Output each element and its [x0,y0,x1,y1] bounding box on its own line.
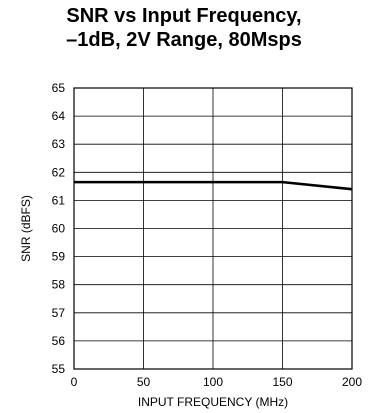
y-tick-label: 64 [52,109,66,123]
y-tick-label: 55 [52,362,66,376]
y-tick-label: 62 [52,165,66,179]
x-tick-label: 200 [342,375,362,389]
y-tick-label: 61 [52,193,66,207]
y-tick-label: 60 [52,222,66,236]
x-axis-label: INPUT FREQUENCY (MHz) [138,395,288,409]
x-tick-labels: 0 50 100 150 200 [71,375,363,389]
y-tick-label: 65 [52,81,66,95]
y-tick-label: 57 [52,306,66,320]
y-tick-label: 59 [52,250,66,264]
series-group [74,180,353,191]
x-tick-label: 50 [137,375,151,389]
y-tick-label: 63 [52,137,66,151]
x-tick-label: 150 [272,375,292,389]
x-tick-label: 0 [71,375,78,389]
grid-lines [73,87,353,370]
chart-title-line-2: –1dB, 2V Range, 80Msps [66,29,302,51]
y-axis-label: SNR (dBFS) [19,195,33,262]
chart-title: SNR vs Input Frequency, –1dB, 2V Range, … [0,4,368,52]
y-tick-labels: 55 56 57 58 59 60 61 62 63 64 65 [52,81,66,376]
plot-frame [73,87,353,370]
x-tick-label: 100 [203,375,223,389]
chart-title-line-1: SNR vs Input Frequency, [66,5,302,27]
snr-series-line [74,180,353,191]
y-tick-label: 58 [52,278,66,292]
y-tick-label: 56 [52,334,66,348]
